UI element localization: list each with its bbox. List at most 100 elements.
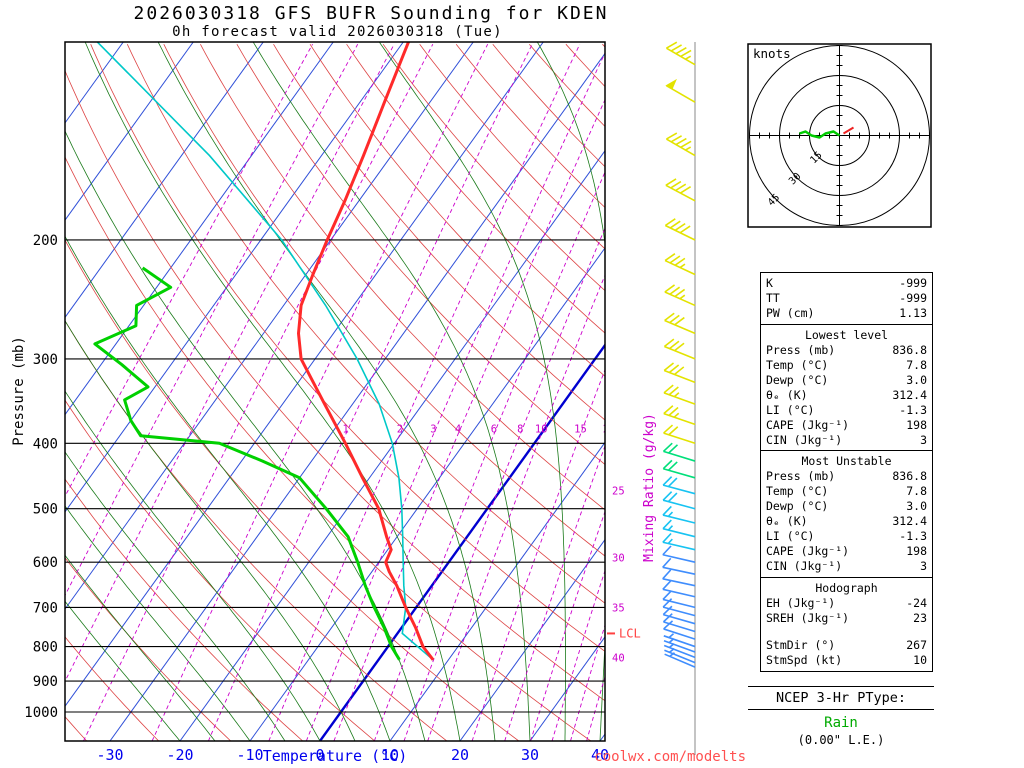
stat-label: CIN (Jkg⁻¹) (766, 559, 843, 573)
table-row: Press (mb) 836.8 (766, 469, 927, 484)
isotherm (65, 42, 334, 416)
table-row: CIN (Jkg⁻¹) 3 (766, 559, 927, 574)
isotherm (65, 42, 404, 513)
hodograph-stats-box: Hodograph EH (Jkg⁻¹) -24 SREH (Jkg⁻¹) 23 S… (760, 576, 933, 672)
pressure-axis-label: Pressure (mb) (11, 336, 27, 446)
temperature-tick-label: 20 (451, 746, 469, 764)
ptype-panel: NCEP 3-Hr PType: Rain (0.00" L.E.) (748, 686, 934, 747)
pressure-tick-label: 900 (33, 674, 58, 690)
table-row: K -999 (766, 276, 927, 291)
moist-adiabat (65, 505, 251, 741)
mixing-ratio-axis-label: Mixing Ratio (g/kg) (642, 413, 657, 562)
table-row: Temp (°C) 7.8 (766, 484, 927, 499)
mixing-ratio-line (151, 43, 489, 741)
table-row: PW (cm) 1.13 (766, 306, 927, 321)
parcel-curve (96, 42, 434, 661)
dry-adiabat (309, 43, 605, 377)
pressure-tick-label: 500 (33, 502, 58, 518)
dry-adiabat (163, 44, 605, 557)
isotherm (249, 247, 605, 741)
wind-barb (662, 590, 696, 609)
stat-label: CAPE (Jkg⁻¹) (766, 544, 850, 558)
lowest-level-box: Lowest level Press (mb) 836.8 Temp (°C) 7.… (760, 323, 933, 452)
pressure-tick-label: 300 (33, 352, 58, 368)
isotherm (65, 42, 194, 222)
table-row: StmSpd (kt) 10 (766, 653, 927, 668)
mixing-ratio-label: 4 (455, 423, 461, 435)
dry-adiabat (455, 43, 605, 209)
moist-adiabat (65, 319, 356, 741)
stat-value: 3 (920, 559, 927, 573)
stat-label: CIN (Jkg⁻¹) (766, 432, 843, 447)
wind-barb (662, 532, 696, 551)
stat-label: Temp (°C) (766, 484, 829, 498)
pressure-tick-label: 200 (33, 233, 58, 249)
stat-label: LI (°C) (766, 402, 815, 417)
stat-label: SREH (Jkg⁻¹) (766, 610, 850, 625)
temperature-tick-label: 40 (591, 746, 609, 764)
wind-barb (664, 312, 696, 335)
temperature-tick-label: 10 (381, 746, 399, 764)
stat-value: -999 (899, 276, 927, 290)
dry-adiabat (65, 239, 520, 741)
indices-box: K -999 TT -999 PW (cm) 1.13 (760, 272, 933, 325)
wind-barb (665, 78, 696, 103)
isotherm (459, 538, 605, 741)
wind-barb (663, 362, 696, 384)
wind-barb (662, 459, 696, 479)
dry-adiabat (65, 69, 605, 702)
wind-barb (663, 638, 696, 653)
table-row: LI (°C) -1.3 (766, 403, 927, 418)
box-title: Lowest level (804, 327, 889, 342)
temperature-tick-label: -10 (236, 746, 263, 764)
dry-adiabat (65, 320, 448, 741)
dewpoint-curve (93, 266, 401, 661)
table-row: EH (Jkg⁻¹) -24 (766, 596, 927, 611)
wind-barb (662, 442, 696, 462)
mixing-ratio-label: 20 (603, 423, 616, 435)
ptype-value: Rain (824, 715, 858, 731)
dry-adiabat (346, 43, 605, 334)
stat-value: 3 (920, 432, 927, 447)
mixing-ratio-label: 15 (574, 423, 587, 435)
stat-label: LI (°C) (766, 529, 815, 543)
isotherm (389, 441, 605, 741)
mixing-ratio-line (65, 43, 359, 597)
dry-adiabat (236, 43, 605, 466)
stat-value: 198 (906, 417, 927, 432)
pressure-tick-label: 700 (33, 600, 58, 616)
isotherm (65, 42, 544, 708)
wind-barb (662, 579, 696, 598)
stat-label: StmDir (°) (766, 637, 836, 652)
wind-barb (662, 505, 696, 524)
temperature-tick-label: -30 (96, 746, 123, 764)
pressure-tick-label: 800 (33, 640, 58, 656)
stat-label: StmSpd (kt) (766, 652, 843, 667)
stat-label: TT (766, 291, 780, 305)
stat-label: Press (mb) (766, 342, 836, 357)
table-row: Temp (°C) 7.8 (766, 358, 927, 373)
stat-value: 1.13 (899, 306, 927, 320)
mixing-ratio-line (65, 43, 395, 683)
stat-value: -24 (906, 595, 927, 610)
isotherm (65, 42, 474, 610)
moist-adiabat (65, 554, 216, 741)
dry-adiabat (65, 478, 303, 741)
wind-barb (664, 647, 696, 664)
wind-barb (665, 178, 696, 202)
moist-adiabat (536, 42, 605, 741)
chart-title: 2026030318 GFS BUFR Sounding for KDEN (133, 3, 609, 24)
table-row: StmDir (°) 267 (766, 638, 927, 653)
stat-value: -999 (899, 291, 927, 305)
stat-value: 10 (913, 652, 927, 667)
stat-label: θₑ (K) (766, 514, 808, 528)
wind-barb (666, 41, 696, 66)
isotherm (109, 52, 605, 741)
hodograph-trace (799, 130, 841, 139)
spacer (766, 626, 927, 638)
wind-barb (662, 569, 696, 587)
stat-value: 3.0 (906, 499, 927, 513)
dry-adiabat (65, 399, 375, 741)
